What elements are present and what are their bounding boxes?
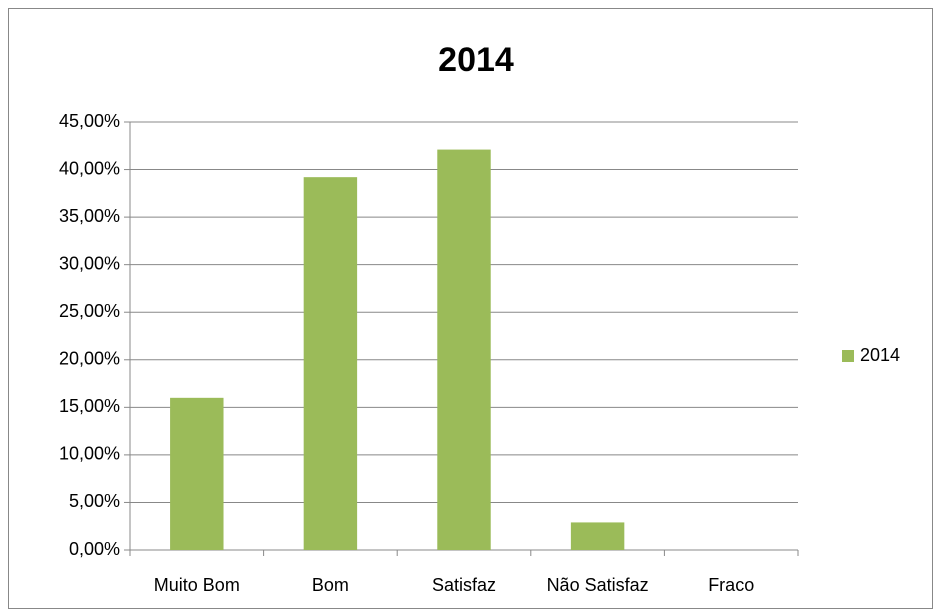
legend-label: 2014	[860, 345, 900, 365]
y-tick-label: 30,00%	[59, 253, 120, 273]
y-tick-label: 35,00%	[59, 206, 120, 226]
y-tick-label: 40,00%	[59, 158, 120, 178]
bar	[437, 149, 491, 551]
x-tick-label: Muito Bom	[154, 575, 240, 595]
legend-swatch	[842, 350, 854, 362]
y-tick-label: 45,00%	[59, 111, 120, 131]
x-tick-label: Satisfaz	[432, 575, 496, 595]
chart-title: 2014	[438, 41, 514, 79]
y-tick-label: 20,00%	[59, 349, 120, 369]
bar	[570, 522, 625, 550]
y-tick-label: 25,00%	[59, 301, 120, 321]
bar	[303, 177, 358, 551]
y-tick-label: 15,00%	[59, 396, 120, 416]
x-tick-label: Bom	[312, 575, 349, 595]
x-tick-label: Não Satisfaz	[547, 575, 649, 595]
y-tick-label: 0,00%	[69, 539, 120, 559]
x-tick-label: Fraco	[708, 575, 754, 595]
y-tick-label: 10,00%	[59, 444, 120, 464]
y-tick-label: 5,00%	[69, 491, 120, 511]
bar	[170, 397, 224, 550]
